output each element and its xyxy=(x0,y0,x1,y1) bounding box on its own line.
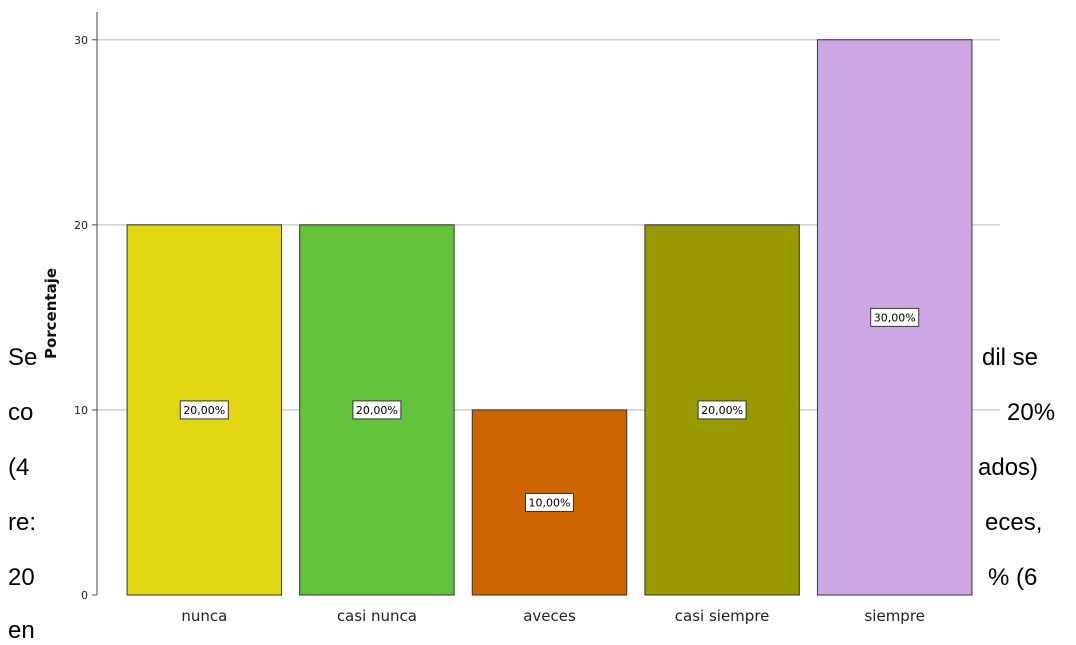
data-label: 20,00% xyxy=(701,404,743,417)
doc-fragment-left: Se xyxy=(8,344,38,371)
y-axis-ticks: 0 10 20 30 xyxy=(74,34,97,602)
doc-fragment-left: co xyxy=(8,399,34,426)
y-tick-label: 0 xyxy=(81,589,88,602)
data-label-box xyxy=(352,400,402,420)
category-labels: nunca casi nunca aveces casi siempre siempre xyxy=(181,607,925,625)
doc-fragment-right: eces, xyxy=(985,509,1043,536)
y-tick-label: 20 xyxy=(74,219,88,232)
data-labels: 20,00% 20,00% 10,00% 20,00% 30,00% xyxy=(179,307,920,512)
data-label: 20,00% xyxy=(183,404,225,417)
category-label: aveces xyxy=(523,607,576,625)
data-label: 30,00% xyxy=(874,311,916,324)
category-label: casi nunca xyxy=(337,607,417,625)
data-label-box xyxy=(179,400,229,420)
category-label: casi siempre xyxy=(675,607,770,625)
category-label: siempre xyxy=(864,607,924,625)
y-tick-label: 10 xyxy=(74,404,88,417)
data-label-box xyxy=(697,400,747,420)
doc-fragment-right: dil se xyxy=(982,344,1039,371)
doc-fragment-right: ados) xyxy=(978,454,1039,481)
category-label: nunca xyxy=(181,607,227,625)
data-label-box xyxy=(870,307,920,327)
y-tick-label: 30 xyxy=(74,34,88,47)
doc-fragment-left: 20 xyxy=(8,564,35,591)
doc-fragment-left: (4 xyxy=(8,454,30,481)
y-axis-label: Porcentaje xyxy=(42,268,60,359)
doc-fragment-left: re: xyxy=(8,509,37,536)
doc-fragment-left: en xyxy=(8,617,35,644)
data-label: 20,00% xyxy=(356,404,398,417)
data-label-box xyxy=(525,492,574,512)
doc-fragment-right: 20% xyxy=(1007,399,1056,426)
data-label: 10,00% xyxy=(529,496,571,509)
doc-fragment-right: % (6 xyxy=(988,564,1038,591)
